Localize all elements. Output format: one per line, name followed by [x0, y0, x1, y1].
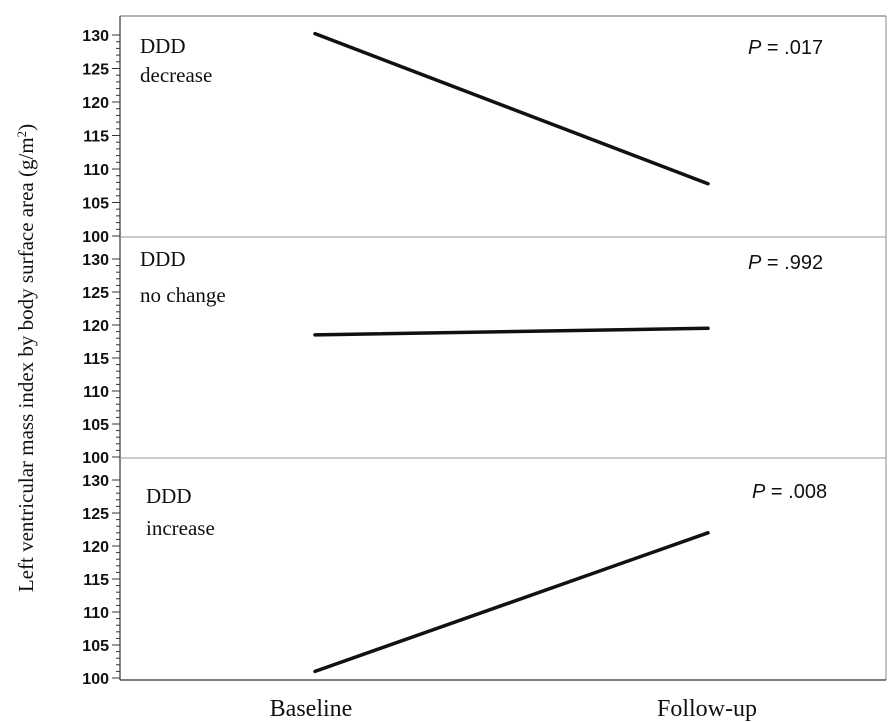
- panel-1-tick-label-110: 110: [83, 162, 109, 179]
- panel-2-p-value: P = .992: [748, 252, 823, 274]
- panel-2-label-line2: no change: [140, 283, 226, 307]
- panel-2-tick-label-100: 100: [82, 450, 109, 467]
- panel-3-tick-label-120: 120: [82, 539, 109, 556]
- panel-2-tick-label-130: 130: [82, 252, 109, 269]
- panel-3-tick-label-130: 130: [82, 473, 109, 490]
- panel-1-label-line1: DDD: [140, 34, 186, 58]
- panels: 100 105 110 115 120 125 130 DDD decrease P = .017…: [82, 15, 887, 688]
- panel-1-tick-label-105: 105: [82, 196, 109, 213]
- panel-1-tick-label-115: 115: [83, 129, 109, 146]
- panel-3-tick-label-125: 125: [82, 506, 109, 523]
- panel-3-tick-label-100: 100: [82, 671, 109, 688]
- panel-3-series-line: [313, 531, 710, 674]
- panel-2-tick-label-105: 105: [82, 417, 109, 434]
- panel-2-tick-label-120: 120: [82, 318, 109, 335]
- panel-1-tick-label-130: 130: [82, 28, 109, 45]
- panel-1-label-line2: decrease: [140, 63, 212, 87]
- panel-2-tick-label-110: 110: [83, 384, 109, 401]
- panel-2-tick-label-115: 115: [83, 351, 109, 368]
- panel-2-tick-label-125: 125: [82, 285, 109, 302]
- y-axis-label: Left ventricular mass index by body surf…: [14, 124, 39, 592]
- panel-1-series-line: [313, 31, 710, 186]
- panel-3-p-value: P = .008: [752, 481, 827, 503]
- panel-1-tick-label-125: 125: [82, 62, 109, 79]
- panel-3-tick-label-110: 110: [83, 605, 109, 622]
- panel-3-label-line1: DDD: [146, 484, 192, 508]
- x-tick-label-baseline: Baseline: [270, 696, 353, 722]
- panel-1-p-value: P = .017: [748, 37, 823, 59]
- panel-1-tick-label-100: 100: [82, 229, 109, 246]
- panel-3-label-line2: increase: [146, 516, 215, 540]
- x-tick-label-followup: Follow-up: [657, 696, 757, 722]
- panel-3-tick-label-115: 115: [83, 572, 109, 589]
- panel-2-series-line: [313, 326, 710, 337]
- panel-1-tick-label-120: 120: [82, 95, 109, 112]
- panel-2-label-line1: DDD: [140, 247, 186, 271]
- panel-3-tick-label-105: 105: [82, 638, 109, 655]
